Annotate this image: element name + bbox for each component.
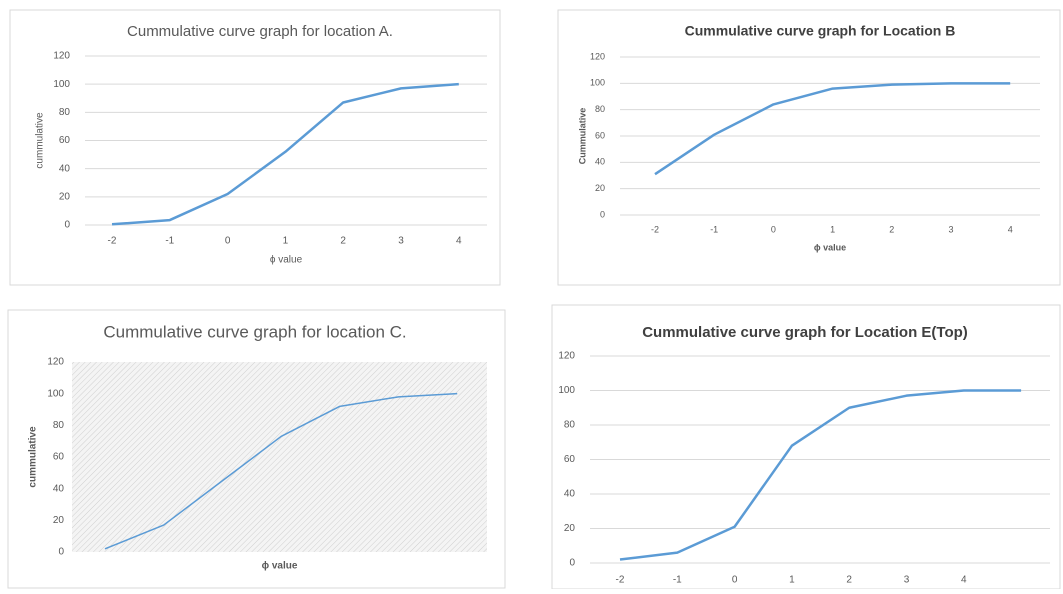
y-tick-label: 80	[59, 107, 71, 118]
y-axis-label: cummulative	[35, 112, 46, 169]
y-tick-label: 100	[558, 385, 575, 396]
y-tick-label: 80	[53, 420, 65, 431]
chart-panel	[551, 304, 1061, 590]
data-line	[111, 82, 459, 226]
data-line	[654, 82, 1011, 176]
y-tick-label: 0	[569, 558, 575, 569]
x-tick-label: -1	[673, 575, 682, 586]
chart-title: Cummulative curve graph for location A.	[127, 23, 393, 40]
x-tick-label: 4	[456, 236, 462, 247]
x-tick-label: 2	[889, 224, 894, 234]
chart-panel	[557, 9, 1061, 286]
y-tick-label: 0	[600, 209, 605, 219]
y-tick-label: 100	[53, 79, 70, 90]
x-tick-label: 4	[1008, 224, 1013, 234]
x-tick-label: 0	[771, 224, 776, 234]
y-tick-label: 0	[64, 220, 70, 231]
x-tick-label: -1	[710, 224, 718, 234]
x-tick-label: -2	[616, 575, 625, 586]
data-line	[104, 392, 458, 550]
x-tick-label: 3	[904, 575, 910, 586]
x-tick-label: 2	[340, 236, 346, 247]
x-tick-label: 4	[961, 575, 967, 586]
y-tick-label: 20	[564, 523, 576, 534]
x-axis-label: ϕ value	[270, 255, 303, 266]
y-tick-label: 120	[558, 351, 575, 362]
x-tick-label: 0	[225, 236, 231, 247]
y-tick-label: 40	[595, 157, 605, 167]
y-tick-label: 40	[59, 163, 71, 174]
y-axis-label: Cummulative	[577, 108, 587, 165]
y-tick-label: 20	[595, 183, 605, 193]
y-tick-label: 100	[590, 78, 605, 88]
x-tick-label: 0	[732, 575, 738, 586]
y-tick-label: 120	[590, 51, 605, 61]
x-tick-label: 1	[789, 575, 795, 586]
x-tick-label: -2	[651, 224, 659, 234]
x-tick-label: 3	[398, 236, 404, 247]
y-tick-label: 60	[595, 130, 605, 140]
chart-title: Cummulative curve graph for location C.	[103, 322, 406, 341]
data-line	[619, 389, 1022, 561]
y-tick-label: 60	[53, 452, 65, 463]
y-tick-label: 60	[564, 454, 576, 465]
x-axis-label: ϕ value	[262, 561, 298, 572]
x-tick-label: 1	[830, 224, 835, 234]
chart-title: Cummulative curve graph for Location E(T…	[642, 324, 968, 341]
y-tick-label: 120	[47, 357, 64, 368]
y-tick-label: 80	[564, 420, 576, 431]
x-tick-label: 3	[948, 224, 953, 234]
y-tick-label: 20	[53, 515, 65, 526]
y-tick-label: 60	[59, 135, 71, 146]
x-axis-label: ϕ value	[814, 242, 846, 252]
plot-area	[72, 362, 487, 552]
chart-title: Cummulative curve graph for Location B	[685, 23, 956, 39]
y-tick-label: 0	[58, 547, 64, 558]
y-tick-label: 40	[53, 483, 65, 494]
y-tick-label: 80	[595, 104, 605, 114]
y-tick-label: 20	[59, 191, 71, 202]
x-tick-label: 1	[283, 236, 289, 247]
y-tick-label: 100	[47, 388, 64, 399]
y-tick-label: 120	[53, 51, 70, 62]
y-axis-label: cummulative	[28, 426, 39, 488]
x-tick-label: -1	[165, 236, 174, 247]
x-tick-label: -2	[108, 236, 117, 247]
x-tick-label: 2	[846, 575, 852, 586]
y-tick-label: 40	[564, 489, 576, 500]
chart-panel	[9, 9, 501, 286]
